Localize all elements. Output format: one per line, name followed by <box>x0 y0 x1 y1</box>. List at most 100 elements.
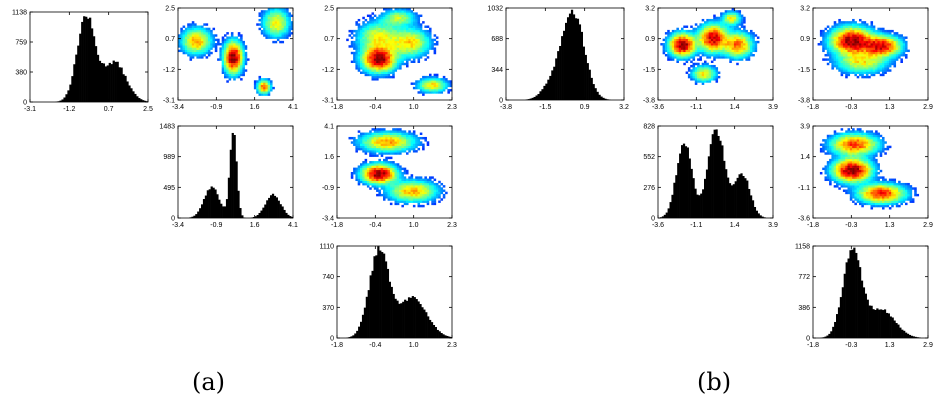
heatmap-cell <box>902 54 906 57</box>
heatmap-cell <box>879 36 883 39</box>
heatmap-cell <box>426 180 430 184</box>
histogram-bar <box>533 96 536 100</box>
heatmap-cell <box>383 56 386 59</box>
heatmap-cell <box>224 51 227 55</box>
heatmap-cell <box>373 167 377 171</box>
heatmap-cell <box>861 196 864 199</box>
heatmap-cell <box>396 193 400 197</box>
heatmap-cell <box>745 54 748 57</box>
heatmap-cell <box>355 174 358 177</box>
heatmap-cell <box>378 189 381 192</box>
heatmap-cell <box>385 180 388 184</box>
histogram-bar <box>753 206 757 218</box>
histogram-bar <box>535 95 538 100</box>
heatmap-cell <box>877 43 880 46</box>
heatmap-cell <box>403 14 407 18</box>
heatmap-cell <box>392 23 395 26</box>
heatmap-cell <box>415 29 418 33</box>
heatmap-cell <box>678 47 682 50</box>
heatmap-cell <box>392 40 395 44</box>
heatmap-cell <box>263 21 266 24</box>
heatmap-cell <box>387 34 391 37</box>
heatmap-cell <box>378 18 381 22</box>
heatmap-cell <box>687 32 691 35</box>
histogram-bar <box>400 303 403 338</box>
heatmap-cell <box>424 25 427 28</box>
heatmap-cell <box>355 40 358 44</box>
heatmap-cell <box>852 176 855 179</box>
heatmap-cell <box>394 27 398 31</box>
heatmap-cell <box>406 139 409 142</box>
histogram-bar <box>566 17 570 100</box>
heatmap-cell <box>724 12 728 15</box>
heatmap-cell <box>387 198 391 201</box>
heatmap-cell <box>369 150 372 153</box>
heatmap-cell <box>849 172 853 175</box>
heatmap-cell <box>717 49 721 53</box>
heatmap-cell <box>831 49 834 53</box>
heatmap-cell <box>877 62 880 66</box>
heatmap-cell <box>290 27 294 31</box>
heatmap-cell <box>399 12 402 15</box>
heatmap-cell <box>701 64 705 68</box>
heatmap-cell <box>678 34 682 37</box>
heatmap-cell <box>694 32 698 35</box>
heatmap-cell <box>898 43 901 46</box>
heatmap-cell <box>687 56 691 59</box>
heatmap-cell <box>406 29 409 33</box>
heatmap-cell <box>237 60 241 64</box>
heatmap-cell <box>237 43 241 46</box>
heatmap-cell <box>194 36 197 39</box>
histogram-bar <box>377 246 380 338</box>
heatmap-cell <box>242 47 245 50</box>
histogram-bar <box>392 293 395 338</box>
heatmap-cell <box>276 12 280 15</box>
y-tick-label: -1.2 <box>322 67 334 74</box>
heatmap-cell <box>348 34 352 37</box>
heatmap-cell <box>194 23 197 26</box>
heatmap-cell <box>708 40 712 44</box>
heatmap-cell <box>353 40 356 44</box>
heatmap-cell <box>369 58 372 61</box>
heatmap-cell <box>228 67 232 70</box>
heatmap-cell <box>836 47 839 50</box>
heatmap-cell <box>364 38 368 42</box>
heatmap-cell <box>833 47 837 50</box>
heatmap-cell <box>697 54 700 57</box>
heatmap-cell <box>822 167 825 171</box>
heatmap-cell <box>667 34 670 37</box>
heatmap-cell <box>178 38 181 42</box>
heatmap-cell <box>847 185 851 188</box>
heatmap-cell <box>387 60 391 64</box>
heatmap-cell <box>831 169 834 173</box>
heatmap-cell <box>667 32 670 35</box>
heatmap-cell <box>685 54 689 57</box>
heatmap-cell <box>376 69 379 72</box>
heatmap-cell <box>856 185 860 188</box>
heatmap-cell <box>369 180 372 184</box>
heatmap-cell <box>865 174 869 177</box>
heatmap-cell <box>399 16 402 20</box>
heatmap-cell <box>274 10 278 13</box>
heatmap-cell <box>694 71 698 74</box>
heatmap-cell <box>724 49 728 53</box>
heatmap-cell <box>380 165 384 168</box>
heatmap-cell <box>852 189 855 192</box>
histogram-bar <box>705 169 709 218</box>
histogram-bar <box>684 146 688 218</box>
heatmap-cell <box>276 23 280 26</box>
heatmap-cell <box>360 54 363 57</box>
heatmap-cell <box>387 147 391 151</box>
heatmap-cell <box>429 80 432 83</box>
heatmap-cell <box>226 73 229 77</box>
heatmap-cell <box>877 198 880 201</box>
heatmap-cell <box>877 27 880 31</box>
heatmap-cell <box>385 16 388 20</box>
heatmap-cell <box>286 36 289 39</box>
heatmap-cell <box>191 54 195 57</box>
heatmap-cell <box>403 54 407 57</box>
heatmap-cell <box>184 29 188 33</box>
heatmap-cell <box>431 191 434 195</box>
histogram-bar <box>67 90 70 102</box>
heatmap-cell <box>694 34 698 37</box>
